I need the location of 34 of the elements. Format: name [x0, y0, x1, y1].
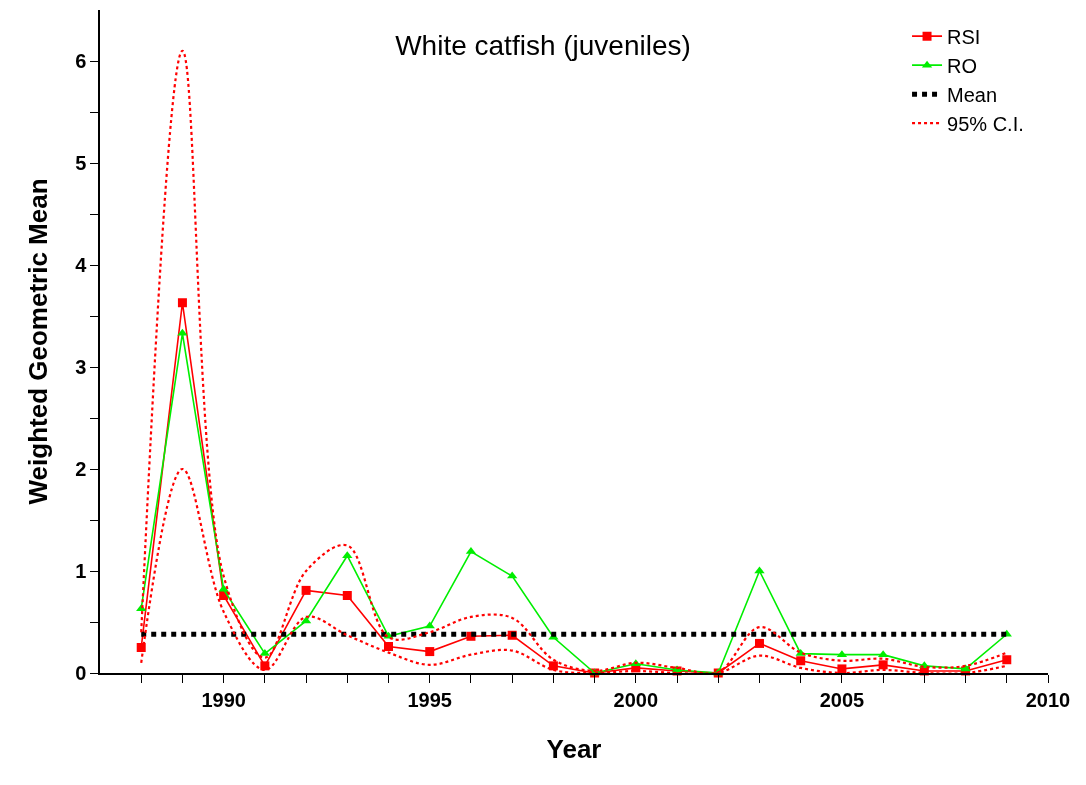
legend-label: 95% C.I.	[947, 112, 1024, 135]
y-tick-label: 2	[75, 458, 87, 480]
point	[1002, 655, 1012, 665]
point	[177, 298, 187, 308]
point	[754, 566, 765, 574]
y-tick-label: 1	[75, 560, 87, 582]
y-tick-label: 3	[75, 356, 87, 378]
legend-label: RSI	[947, 25, 981, 48]
point	[424, 621, 435, 629]
x-tick-label: 1990	[201, 688, 246, 711]
point	[260, 661, 270, 671]
x-tick-label: 2000	[613, 688, 659, 711]
point	[342, 590, 352, 600]
x-axis-title: Year	[546, 733, 602, 764]
x-tick-label: 2005	[819, 688, 865, 711]
x-tick-label: 1995	[407, 688, 452, 711]
point	[754, 638, 764, 648]
point	[384, 641, 394, 651]
y-axis-title: Weighted Geometric Mean	[23, 178, 54, 505]
legend-label: RO	[947, 54, 978, 77]
y-tick-label: 5	[75, 152, 87, 174]
y-tick-label: 6	[75, 50, 87, 72]
y-tick-label: 0	[75, 662, 87, 684]
point	[177, 328, 188, 336]
y-tick-label: 4	[75, 254, 88, 276]
point	[796, 656, 806, 666]
point	[218, 584, 229, 592]
x-tick-label: 2010	[1025, 688, 1071, 711]
point	[878, 660, 888, 670]
point	[301, 585, 311, 595]
text: White catfish (juveniles)	[395, 29, 691, 61]
legend-label: Mean	[947, 83, 998, 106]
point	[837, 664, 847, 674]
point	[425, 647, 435, 657]
